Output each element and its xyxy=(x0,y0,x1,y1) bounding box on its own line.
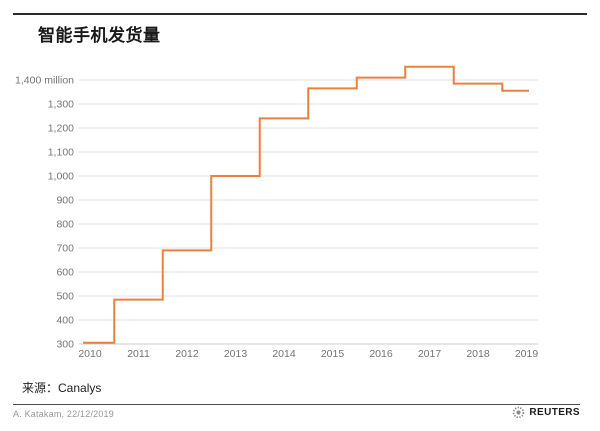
smartphone-shipments-step-chart: 300 400 500 600 700 800 900 1,000 1,100 1,200 1,30… xyxy=(15,65,539,360)
x-tick-label: 2011 xyxy=(127,348,150,360)
reuters-brand: REUTERS xyxy=(512,406,580,419)
x-tick-label: 2015 xyxy=(321,348,345,360)
top-rule xyxy=(13,13,587,15)
source-row: 来源：Canalys xyxy=(22,379,101,396)
y-tick-label: 1,000 xyxy=(48,171,74,183)
source-value: Canalys xyxy=(58,381,102,395)
y-tick-label: 600 xyxy=(56,267,74,279)
x-tick-label: 2012 xyxy=(175,348,199,360)
y-tick-label: 300 xyxy=(56,339,74,351)
x-tick-label: 2017 xyxy=(418,348,442,360)
credit-byline: A. Katakam, 22/12/2019 xyxy=(13,409,114,419)
source-label: 来源： xyxy=(22,381,59,395)
footer-rule xyxy=(13,404,580,405)
y-tick-label: 1,200 xyxy=(48,123,74,135)
brand-wordmark: REUTERS xyxy=(529,407,580,418)
y-tick-label: 800 xyxy=(56,219,74,231)
shipments-step-line xyxy=(83,65,529,344)
x-tick-label: 2013 xyxy=(224,348,248,360)
y-tick-label: 900 xyxy=(56,195,74,207)
x-tick-label: 2014 xyxy=(272,348,296,360)
x-tick-label: 2019 xyxy=(515,348,539,360)
reuters-logo-icon xyxy=(512,406,525,419)
y-tick-label: 1,100 xyxy=(48,147,74,159)
x-tick-label: 2016 xyxy=(369,348,393,360)
page-title: 智能手机发货量 xyxy=(38,26,161,45)
x-tick-label: 2010 xyxy=(78,348,102,360)
y-tick-label: 1,300 xyxy=(48,99,74,111)
x-tick-label: 2018 xyxy=(466,348,490,360)
y-tick-label: 500 xyxy=(56,291,74,303)
y-tick-label: 700 xyxy=(56,243,74,255)
y-tick-label: 400 xyxy=(56,315,74,327)
y-tick-label: 1,400 million xyxy=(15,75,74,87)
